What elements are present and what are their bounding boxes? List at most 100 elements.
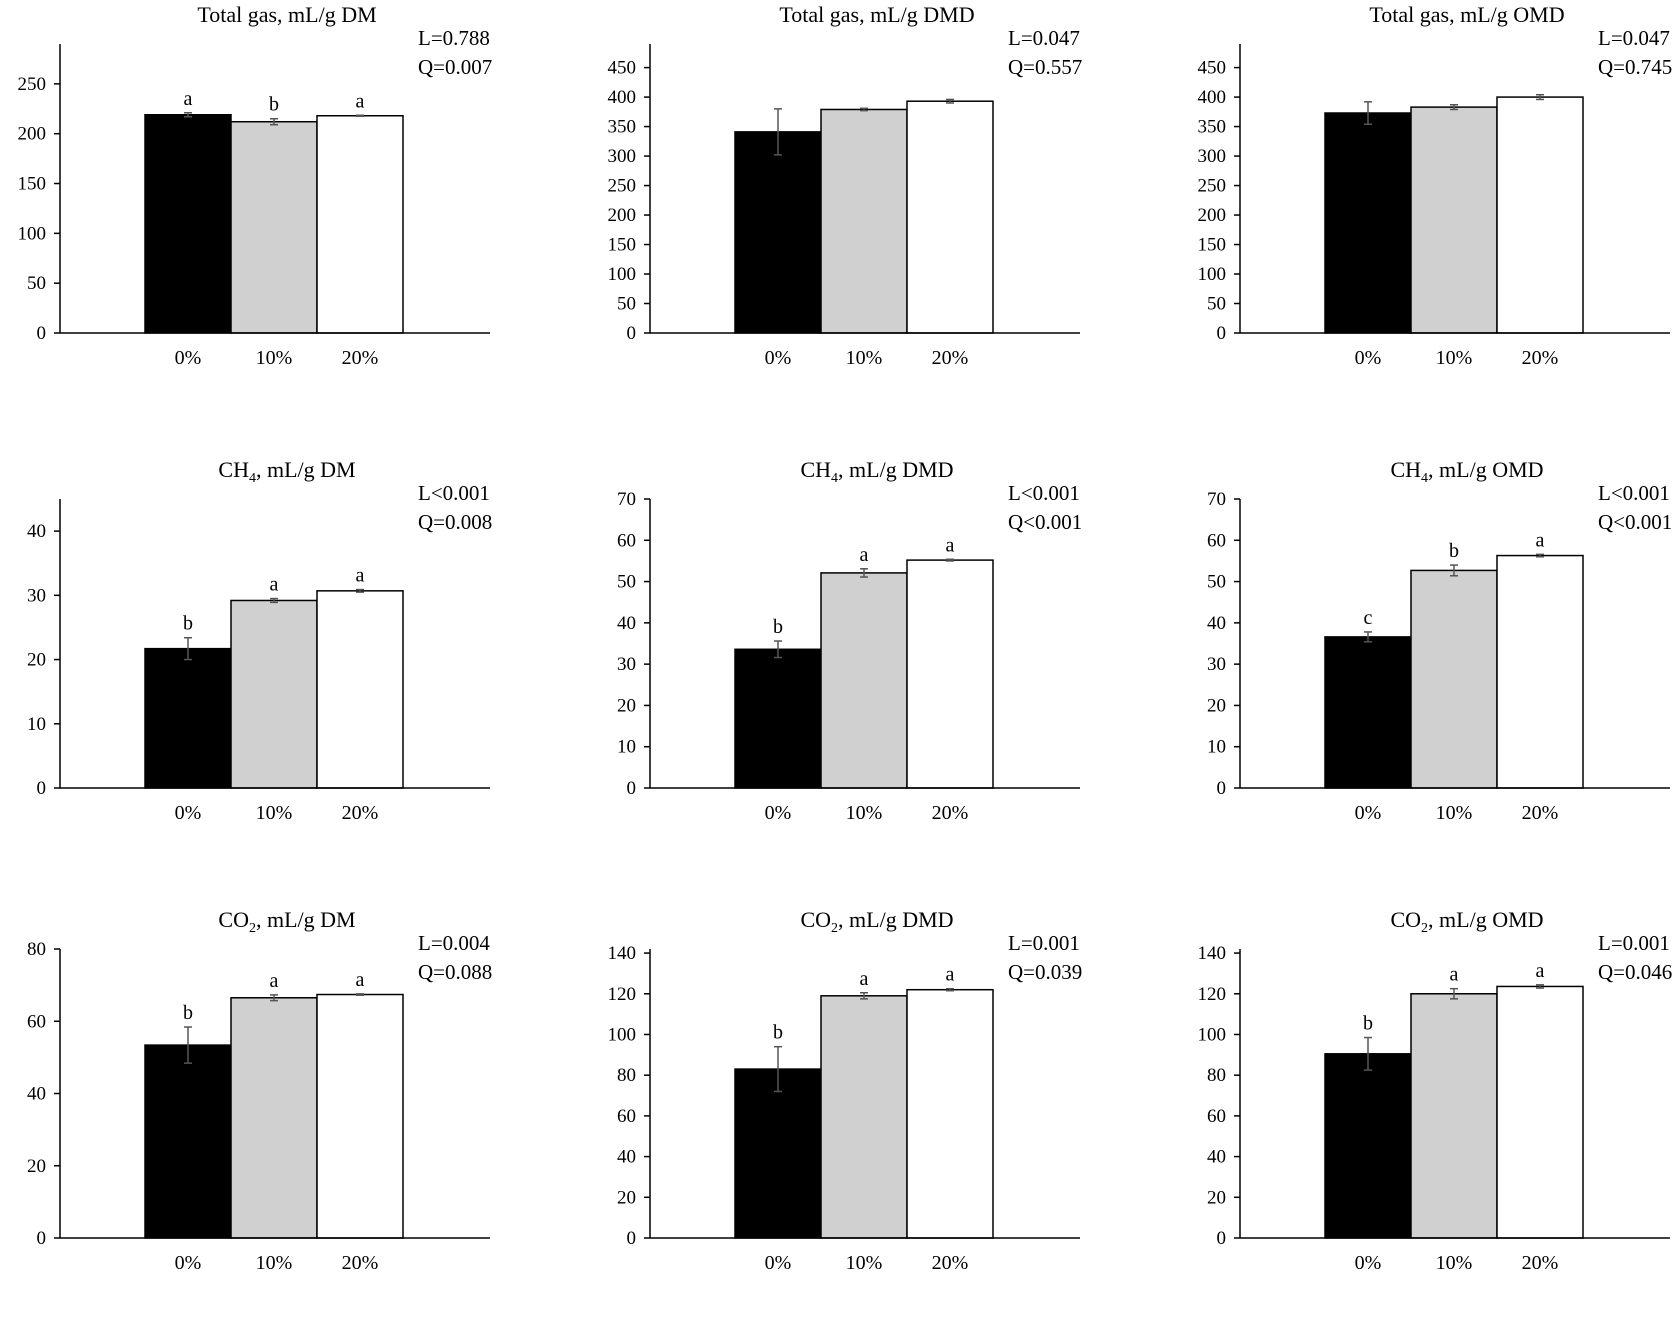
bar <box>1324 1053 1412 1239</box>
error-bar <box>270 994 278 1002</box>
significance-letter: b <box>269 94 279 116</box>
significance-letter: b <box>773 1022 783 1044</box>
y-tick-label: 100 <box>608 264 637 285</box>
x-tick-label: 10% <box>846 347 883 369</box>
y-tick-label: 120 <box>1198 984 1227 1005</box>
error-bar <box>1450 103 1458 111</box>
axes <box>1239 949 1670 1239</box>
y-tick-label: 80 <box>1207 1065 1226 1086</box>
chart-panel-9: CO2, mL/g OMD L=0.001 Q=0.046 b 0% a 10% a 20% 0 2… <box>1180 905 1678 1325</box>
bar <box>734 648 822 789</box>
y-tick-label: 30 <box>617 654 636 675</box>
significance-letter: b <box>1363 1013 1373 1035</box>
error-bar <box>946 558 954 562</box>
y-tick-label: 40 <box>27 521 46 542</box>
y-tick-label: 150 <box>608 235 637 256</box>
chart-svg: CH4, mL/g DM L<0.001 Q=0.008 b 0% a 10% a 20% 0 10… <box>27 457 492 824</box>
x-tick-label: 20% <box>1522 802 1559 824</box>
y-tick-label: 200 <box>608 205 637 226</box>
y-tick-label: 10 <box>1207 737 1226 758</box>
chart-svg: CO2, mL/g DMD L=0.001 Q=0.039 b 0% a 10% a 20% 0 2… <box>608 907 1083 1274</box>
significance-letter: a <box>356 969 365 991</box>
y-tick-label: 250 <box>1198 176 1227 197</box>
error-bar <box>774 640 782 659</box>
y-tick-label: 0 <box>1217 1228 1227 1249</box>
significance-letter: b <box>773 616 783 638</box>
chart-svg: CH4, mL/g DMD L<0.001 Q<0.001 b 0% a 10% a 20% 0 1… <box>617 457 1082 824</box>
y-tick-label: 70 <box>1207 489 1226 510</box>
bar <box>1410 993 1498 1239</box>
significance-letter: c <box>1364 607 1373 629</box>
significance-letter: a <box>356 90 365 112</box>
error-bar <box>774 108 782 156</box>
stat-label: Q=0.008 <box>418 510 492 534</box>
error-bar <box>356 114 364 117</box>
y-tick-label: 140 <box>1198 943 1227 964</box>
y-tick-label: 80 <box>617 1065 636 1086</box>
y-tick-label: 50 <box>617 572 636 593</box>
chart-panel-3: Total gas, mL/g OMD L=0.047 Q=0.745 0% 10% 20… <box>1180 0 1678 420</box>
y-tick-label: 250 <box>608 176 637 197</box>
significance-letter: a <box>184 88 193 110</box>
y-tick-label: 20 <box>1207 1187 1226 1208</box>
chart-title: CO2, mL/g OMD <box>1390 907 1543 936</box>
x-tick-label: 0% <box>1355 802 1382 824</box>
stat-label: L=0.788 <box>418 26 490 50</box>
y-tick-label: 20 <box>617 695 636 716</box>
x-tick-label: 10% <box>256 1252 293 1274</box>
y-tick-label: 200 <box>1198 205 1227 226</box>
y-tick-label: 70 <box>617 489 636 510</box>
bar <box>316 115 404 334</box>
x-tick-label: 0% <box>765 802 792 824</box>
error-bar <box>860 992 868 1000</box>
axes <box>59 499 490 789</box>
error-bar <box>1364 1036 1372 1071</box>
bar <box>906 988 994 1239</box>
bar <box>1496 96 1584 334</box>
stat-label: Q=0.046 <box>1598 960 1672 984</box>
bar <box>1496 554 1584 789</box>
bar <box>1324 636 1412 789</box>
bar <box>230 997 318 1239</box>
axes <box>649 949 1080 1239</box>
chart-panel-7: CO2, mL/g DM L=0.004 Q=0.088 b 0% a 10% a 20% 0 20… <box>0 905 540 1325</box>
error-bar <box>946 987 954 992</box>
error-bar <box>1450 564 1458 577</box>
axes <box>649 44 1080 334</box>
y-tick-label: 60 <box>617 1106 636 1127</box>
bar <box>230 120 318 334</box>
chart-grid: Total gas, mL/g DM L=0.788 Q=0.007 a 0% b 10% a… <box>18 0 1678 1274</box>
bar <box>1410 569 1498 789</box>
bar <box>144 114 232 334</box>
y-tick-label: 400 <box>1198 87 1227 108</box>
stat-label: L=0.047 <box>1008 26 1080 50</box>
bar <box>316 993 404 1239</box>
error-bar <box>184 1026 192 1064</box>
y-tick-label: 250 <box>18 74 47 95</box>
x-tick-label: 10% <box>1436 802 1473 824</box>
error-bar <box>356 588 364 593</box>
chart-title: CH4, mL/g DMD <box>800 457 953 486</box>
y-tick-label: 30 <box>1207 654 1226 675</box>
stat-label: Q=0.088 <box>418 960 492 984</box>
error-bar <box>184 636 192 661</box>
significance-letter: a <box>1450 964 1459 986</box>
y-tick-label: 20 <box>27 1156 46 1177</box>
y-tick-label: 20 <box>617 1187 636 1208</box>
y-tick-label: 300 <box>608 146 637 167</box>
error-bar <box>860 107 868 112</box>
y-tick-label: 100 <box>1198 264 1227 285</box>
significance-letter: a <box>860 968 869 990</box>
y-tick-label: 400 <box>608 87 637 108</box>
y-tick-label: 10 <box>617 737 636 758</box>
y-tick-label: 30 <box>27 585 46 606</box>
bar <box>1496 985 1584 1239</box>
y-tick-label: 40 <box>617 1147 636 1168</box>
y-tick-label: 50 <box>617 294 636 315</box>
axes <box>1239 44 1670 334</box>
y-tick-label: 0 <box>37 1228 47 1249</box>
stat-label: Q=0.745 <box>1598 55 1672 79</box>
x-tick-label: 10% <box>846 1252 883 1274</box>
y-tick-label: 40 <box>617 613 636 634</box>
error-bar <box>1536 93 1544 101</box>
